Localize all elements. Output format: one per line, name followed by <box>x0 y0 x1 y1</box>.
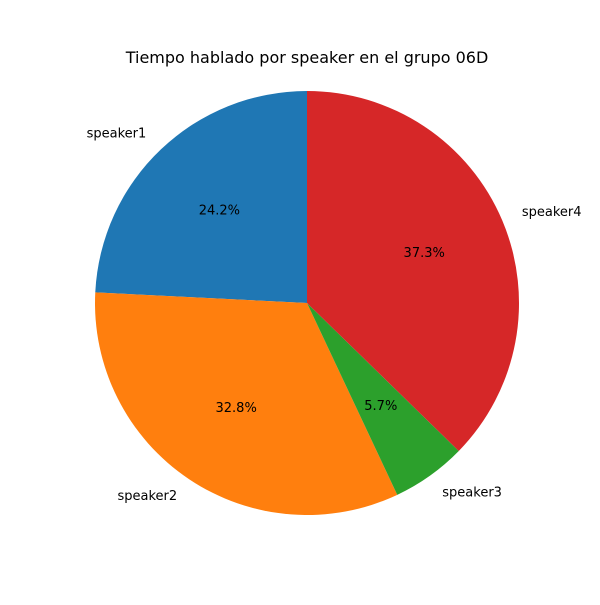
pie-slice-speaker3 <box>307 303 459 495</box>
pct-label-speaker2: 32.8% <box>216 401 257 416</box>
pie-slice-speaker2 <box>95 292 398 515</box>
slice-label-speaker2: speaker2 <box>117 489 177 504</box>
chart-title: Tiempo hablado por speaker en el grupo 0… <box>125 48 489 67</box>
slice-label-speaker4: speaker4 <box>522 205 582 220</box>
slice-label-speaker1: speaker1 <box>87 127 147 142</box>
slice-label-speaker3: speaker3 <box>442 485 502 500</box>
pie-slices <box>95 91 520 515</box>
pct-label-speaker4: 37.3% <box>404 246 445 261</box>
pie-slice-speaker4 <box>307 91 520 452</box>
pct-label-speaker3: 5.7% <box>364 399 397 414</box>
pie-slice-speaker1 <box>95 91 308 303</box>
pct-label-speaker1: 24.2% <box>199 203 240 218</box>
pie-labels: 24.2% speaker1 32.8% speaker2 5.7% speaker3 37… <box>87 127 582 505</box>
